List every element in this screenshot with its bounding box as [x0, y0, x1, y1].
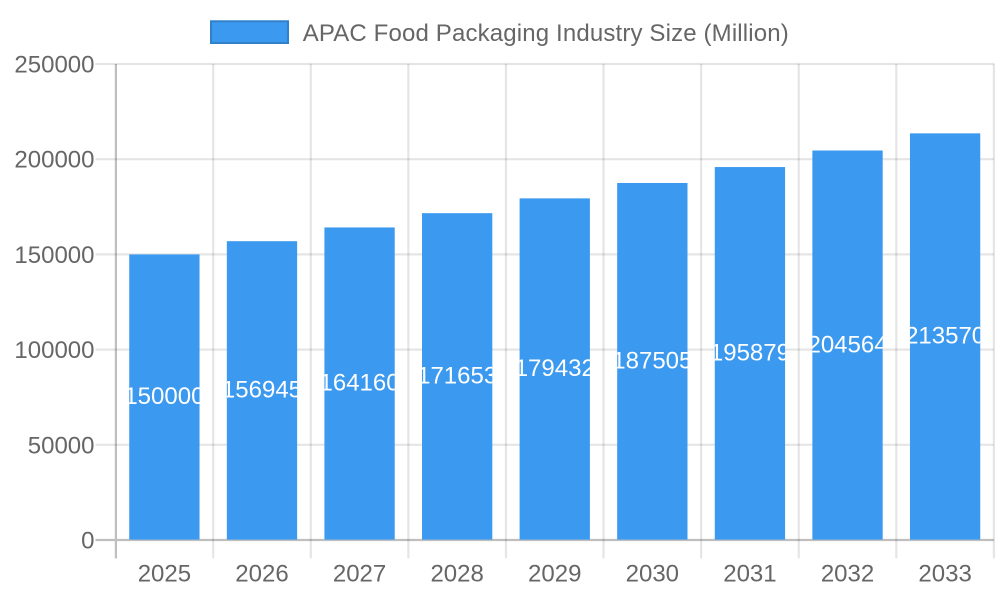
svg-text:200000: 200000: [14, 147, 94, 174]
svg-text:250000: 250000: [14, 52, 94, 79]
svg-text:213570: 213570: [905, 323, 985, 350]
svg-text:2026: 2026: [235, 561, 288, 588]
svg-text:150000: 150000: [14, 242, 94, 269]
svg-text:204564: 204564: [807, 331, 887, 358]
svg-text:2029: 2029: [528, 561, 581, 588]
svg-text:150000: 150000: [124, 383, 204, 410]
svg-text:APAC Food Packaging Industry S: APAC Food Packaging Industry Size (Milli…: [303, 20, 789, 47]
svg-text:2030: 2030: [626, 561, 679, 588]
svg-text:2025: 2025: [138, 561, 191, 588]
svg-text:156945: 156945: [222, 377, 302, 404]
svg-text:100000: 100000: [14, 337, 94, 364]
svg-text:164160: 164160: [320, 370, 400, 397]
svg-text:187505: 187505: [612, 348, 692, 375]
svg-text:2032: 2032: [821, 561, 874, 588]
svg-text:2028: 2028: [430, 561, 483, 588]
svg-text:171653: 171653: [417, 363, 497, 390]
svg-text:195879: 195879: [710, 340, 790, 367]
svg-text:0: 0: [81, 528, 94, 555]
svg-text:2031: 2031: [723, 561, 776, 588]
svg-text:2027: 2027: [333, 561, 386, 588]
svg-text:179432: 179432: [515, 355, 595, 382]
svg-text:2033: 2033: [918, 561, 971, 588]
svg-text:50000: 50000: [28, 432, 95, 459]
